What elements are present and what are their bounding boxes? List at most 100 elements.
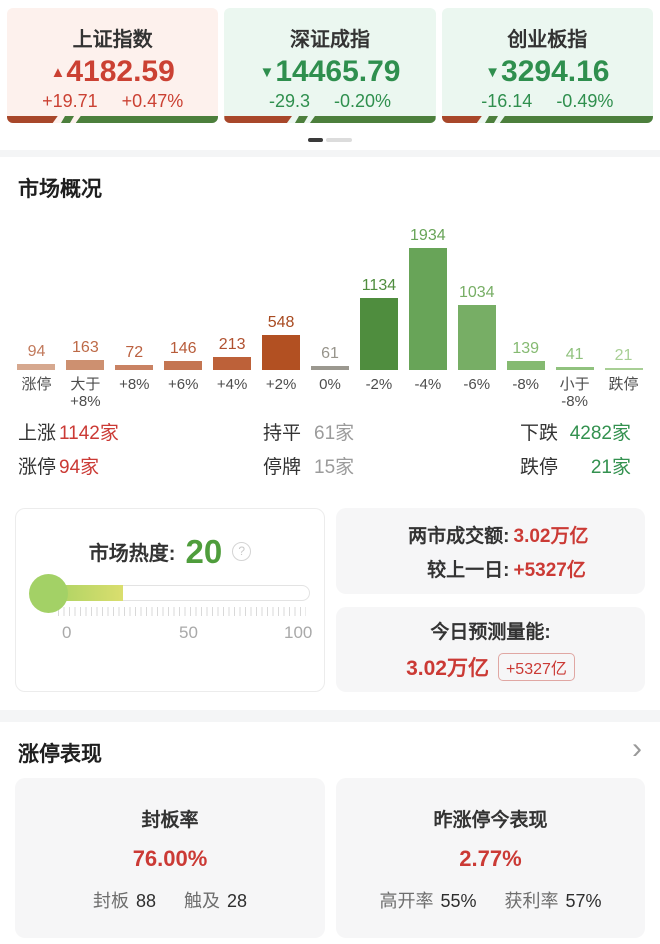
up-down-ratio-bar <box>224 116 436 123</box>
bar <box>359 298 398 370</box>
up-triangle-icon: ▲ <box>50 64 66 81</box>
forecast-volume-card: 今日预测量能: 3.02万亿 +5327亿 <box>336 607 645 692</box>
summary-label: 跌停 <box>520 457 559 478</box>
bar-category-label: -8% <box>512 376 540 393</box>
bar-category-label: 大于 +8% <box>70 376 101 411</box>
index-name: 上证指数 <box>72 29 153 51</box>
index-card-chinext[interactable]: 创业板指 ▼3294.16 -16.14 -0.49% <box>441 8 653 123</box>
bar <box>164 361 203 370</box>
heat-slider-ticks <box>58 607 306 616</box>
index-price-value: 4182.59 <box>66 55 175 88</box>
index-price-value: 14465.79 <box>275 55 401 88</box>
card-value: 76.00% <box>132 846 208 871</box>
scale-label-0: 0 <box>62 623 72 642</box>
chart-bar-group: 1034 -6% <box>452 157 501 410</box>
bar-category-label: +8% <box>119 376 150 393</box>
index-change-pct: -0.20% <box>333 90 392 111</box>
stat-value: 88 <box>135 891 156 911</box>
index-change: -16.14 <box>481 90 533 111</box>
up-down-ratio-bar <box>442 116 653 123</box>
forecast-delta-badge: +5327亿 <box>497 653 575 681</box>
ratio-red-segment <box>224 116 292 123</box>
bar <box>66 360 105 370</box>
market-summary-row: 上涨 1142家 持平 61家 下跌 4282家 <box>0 418 660 444</box>
turnover-value: +5327亿 <box>513 559 586 581</box>
chart-bar-group: 94 涨停 <box>12 157 61 410</box>
heat-value: 20 <box>185 533 223 570</box>
bar-value-label: 548 <box>267 314 295 331</box>
chart-bar-group: 61 0% <box>306 157 355 410</box>
scale-label-100: 100 <box>284 623 313 642</box>
section-divider <box>0 150 660 157</box>
bar <box>408 248 447 370</box>
bar-category-label: 小于 -8% <box>559 376 590 411</box>
turnover-card: 两市成交额: 3.02万亿 较上一日: +5327亿 <box>336 508 645 594</box>
help-icon[interactable]: ? <box>232 542 252 561</box>
market-heat-card: 市场热度: 20 ? 0 50 100 <box>15 508 325 692</box>
heat-slider: 0 50 100 <box>16 574 324 651</box>
turnover-row: 较上一日: +5327亿 <box>336 555 645 582</box>
down-triangle-icon: ▼ <box>485 64 501 81</box>
bar-category-label: +2% <box>265 376 297 393</box>
bar-value-label: 21 <box>614 347 633 364</box>
bar-category-label: -6% <box>463 376 491 393</box>
turnover-label: 两市成交额: <box>408 525 510 547</box>
bar-value-label: 61 <box>321 345 339 362</box>
chart-bar-group: 21 跌停 <box>599 157 648 410</box>
stat-value: 57% <box>565 891 602 911</box>
forecast-value: 3.02万亿 <box>406 657 489 680</box>
yesterday-limit-up-card: 昨涨停今表现 2.77% 高开率 55% 获利率 57% <box>336 778 645 938</box>
bar-value-label: 139 <box>512 340 540 357</box>
index-change-row: -16.14 -0.49% <box>442 91 653 112</box>
ratio-red-segment <box>442 116 482 123</box>
card-title: 昨涨停今表现 <box>433 810 548 831</box>
bar-value-label: 146 <box>169 340 197 357</box>
bar-category-label: +4% <box>216 376 248 393</box>
index-price: ▼3294.16 <box>442 55 653 90</box>
limit-up-section: 涨停表现 › 封板率 76.00% 封板 88 触及 28 昨涨停今表现 2.77%… <box>0 722 660 944</box>
chart-bar-group: 146 +6% <box>159 157 208 410</box>
stat-label: 触及 <box>184 891 220 911</box>
stat-item: 获利率 57% <box>505 887 602 913</box>
turnover-row: 两市成交额: 3.02万亿 <box>336 521 645 548</box>
heat-slider-knob[interactable] <box>29 574 68 613</box>
index-price-value: 3294.16 <box>501 55 610 88</box>
pager-dot-active[interactable] <box>308 138 323 142</box>
chart-bar-group: 72 +8% <box>110 157 159 410</box>
bar <box>555 367 594 370</box>
ratio-green-segment <box>309 116 436 123</box>
bar <box>262 335 301 370</box>
seal-rate-card: 封板率 76.00% 封板 88 触及 28 <box>15 778 325 938</box>
forecast-value-row: 3.02万亿 +5327亿 <box>406 652 575 682</box>
summary-value: 94家 <box>59 457 100 478</box>
chart-bar-group: 213 +4% <box>208 157 257 410</box>
index-price: ▼14465.79 <box>224 55 435 90</box>
index-card-shenzhen[interactable]: 深证成指 ▼14465.79 -29.3 -0.20% <box>224 8 436 123</box>
bar-value-label: 1134 <box>361 277 397 294</box>
stat-item: 高开率 55% <box>379 887 476 913</box>
bar <box>310 366 349 370</box>
card-stats: 封板 88 触及 28 <box>93 887 247 913</box>
stat-label: 封板 <box>92 891 129 911</box>
chevron-right-icon[interactable]: › <box>632 732 642 765</box>
heat-label: 市场热度: <box>88 543 176 565</box>
bar-value-label: 94 <box>27 343 46 360</box>
bar-value-label: 163 <box>72 339 99 356</box>
bar-value-label: 1034 <box>458 284 495 301</box>
chart-bar-group: 41 小于 -8% <box>550 157 599 410</box>
chart-bar-group: 1134 -2% <box>354 157 403 410</box>
stat-item: 封板 88 <box>93 887 156 913</box>
bar-category-label: -2% <box>365 376 393 393</box>
bar-value-label: 72 <box>125 344 144 361</box>
limit-up-title: 涨停表现 <box>18 743 102 766</box>
stat-value: 28 <box>227 891 248 911</box>
index-card-shanghai[interactable]: 上证指数 ▲4182.59 +19.71 +0.47% <box>7 8 219 123</box>
index-name: 创业板指 <box>507 29 588 51</box>
pager-dot[interactable] <box>326 138 352 142</box>
summary-label: 下跌 <box>520 423 559 444</box>
index-change-pct: -0.49% <box>556 90 614 111</box>
distribution-bar-chart: 94 涨停 163 大于 +8% 72 +8% 146 +6% 213 +4% 548 +2% 61 0%… <box>12 157 648 410</box>
summary-value: 4282家 <box>569 423 631 444</box>
chart-bar-group: 548 +2% <box>257 157 306 410</box>
ratio-green-segment <box>499 116 653 123</box>
